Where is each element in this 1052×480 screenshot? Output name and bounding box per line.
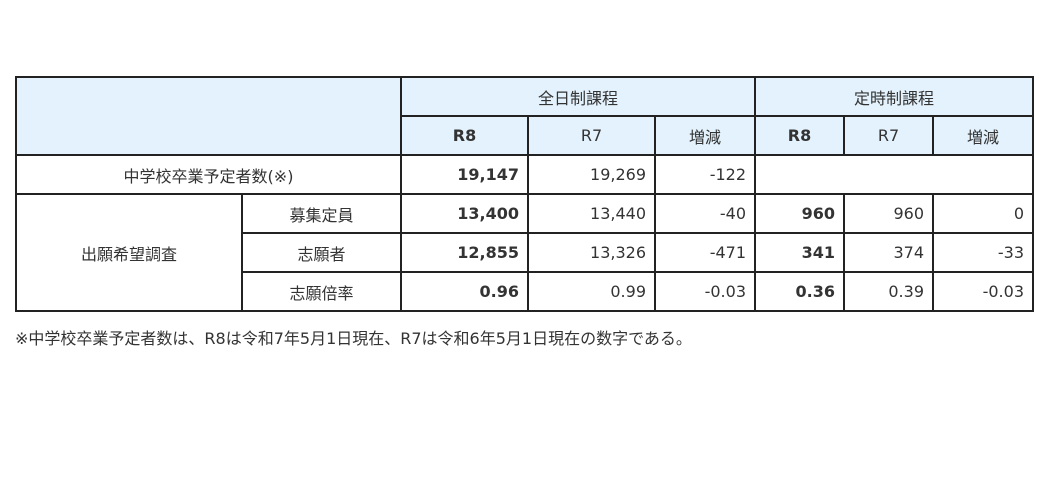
header-fulltime: 全日制課程 (400, 76, 756, 117)
cell: -40 (654, 193, 756, 234)
cell: -33 (932, 232, 1034, 273)
header-row-1: 全日制課程 定時制課程 (15, 76, 1034, 156)
table-row: 中学校卒業予定者数(※) 19,147 19,269 -122 (15, 154, 1034, 195)
header-pt-diff: 増減 (932, 115, 1034, 156)
header-pt-r8: R8 (754, 115, 845, 156)
cell: 374 (843, 232, 934, 273)
cell: 960 (843, 193, 934, 234)
header-ft-r8: R8 (400, 115, 529, 156)
cell: 0.99 (527, 271, 656, 312)
row-label: 志願者 (241, 232, 402, 273)
survey-label: 出願希望調査 (15, 193, 243, 312)
header-parttime: 定時制課程 (754, 76, 1034, 117)
header-ft-r7: R7 (527, 115, 656, 156)
header-blank (15, 76, 402, 156)
application-survey-table: 全日制課程 定時制課程 R8 R7 増減 R8 R7 増減 中学校卒業予定者数(… (15, 76, 1034, 312)
row-label: 中学校卒業予定者数(※) (15, 154, 402, 195)
cell: 19,147 (400, 154, 529, 195)
table-row: 志願倍率 0.96 0.99 -0.03 0.36 0.39 -0.03 (16, 271, 1034, 312)
cell: 0.36 (754, 271, 845, 312)
empty-cell (754, 154, 1034, 195)
cell: 341 (754, 232, 845, 273)
cell: 12,855 (400, 232, 529, 273)
footnote: ※中学校卒業予定者数は、R8は令和7年5月1日現在、R7は令和6年5月1日現在の… (15, 329, 692, 348)
table-row: 志願者 12,855 13,326 -471 341 374 -33 (16, 232, 1034, 273)
cell: -471 (654, 232, 756, 273)
cell: -0.03 (654, 271, 756, 312)
header-row-2: R8 R7 増減 R8 R7 増減 (16, 115, 1034, 156)
cell: 0.96 (400, 271, 529, 312)
table-row: 出願希望調査 募集定員 13,400 13,440 -40 960 960 0 (15, 193, 1034, 312)
row-label: 志願倍率 (241, 271, 402, 312)
cell: -122 (654, 154, 756, 195)
cell: 13,326 (527, 232, 656, 273)
cell: -0.03 (932, 271, 1034, 312)
cell: 0.39 (843, 271, 934, 312)
cell: 960 (754, 193, 845, 234)
cell: 0 (932, 193, 1034, 234)
header-pt-r7: R7 (843, 115, 934, 156)
cell: 13,440 (527, 193, 656, 234)
cell: 19,269 (527, 154, 656, 195)
cell: 13,400 (400, 193, 529, 234)
row-label: 募集定員 (241, 193, 402, 234)
header-ft-diff: 増減 (654, 115, 756, 156)
